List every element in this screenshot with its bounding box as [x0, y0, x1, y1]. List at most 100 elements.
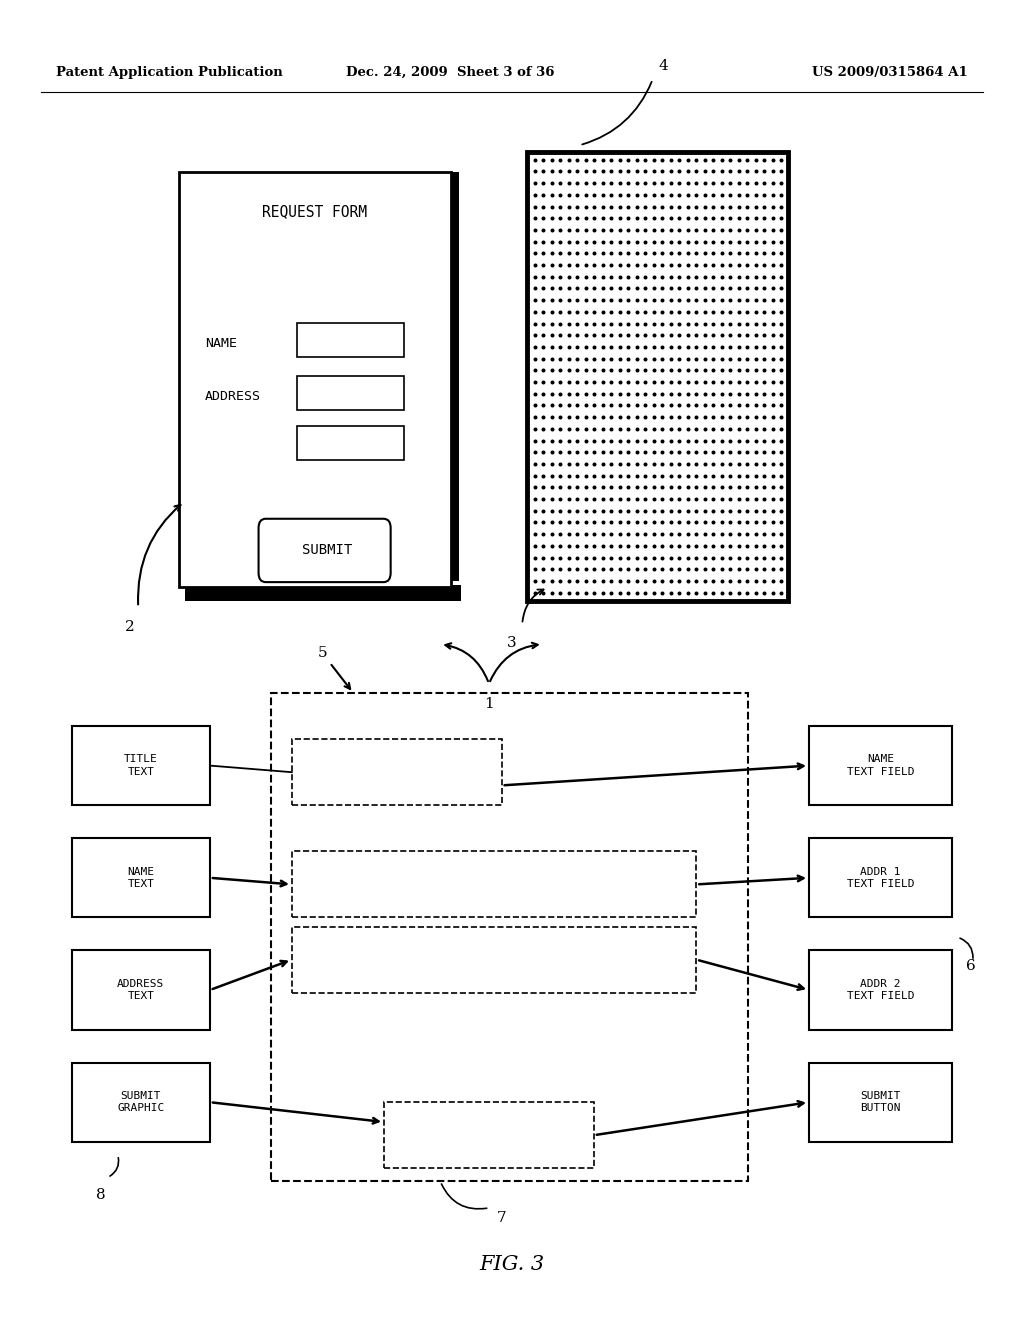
Point	[714, 207, 730, 228]
Point	[611, 279, 628, 300]
Point	[756, 207, 772, 228]
Point	[569, 395, 586, 416]
Point	[544, 325, 560, 346]
Point	[730, 301, 746, 322]
Point	[544, 243, 560, 264]
Point	[620, 582, 636, 603]
Point	[620, 325, 636, 346]
Point	[637, 453, 653, 474]
Point	[620, 500, 636, 521]
Point	[722, 488, 738, 510]
Point	[714, 546, 730, 568]
Point	[645, 442, 662, 463]
Point	[578, 407, 594, 428]
Point	[756, 512, 772, 533]
Point	[730, 173, 746, 194]
Point	[722, 536, 738, 557]
Point	[645, 289, 662, 310]
Point	[645, 407, 662, 428]
Point	[569, 255, 586, 276]
Point	[594, 536, 610, 557]
Point	[730, 185, 746, 206]
Point	[680, 195, 696, 216]
Point	[663, 500, 679, 521]
Point	[654, 477, 671, 498]
Point	[637, 536, 653, 557]
Point	[629, 512, 645, 533]
Point	[569, 279, 586, 300]
Bar	[527, 152, 788, 601]
Point	[696, 383, 713, 404]
Point	[544, 313, 560, 334]
Point	[603, 465, 620, 486]
Point	[637, 195, 653, 216]
Point	[739, 524, 756, 545]
Point	[560, 465, 577, 486]
Point	[620, 546, 636, 568]
Point	[578, 524, 594, 545]
Point	[730, 348, 746, 370]
Point	[629, 231, 645, 252]
Point	[586, 161, 602, 182]
Point	[526, 524, 543, 545]
Point	[680, 407, 696, 428]
Point	[696, 430, 713, 451]
Point	[680, 418, 696, 440]
Point	[637, 325, 653, 346]
Point	[603, 279, 620, 300]
Point	[620, 289, 636, 310]
Point	[620, 383, 636, 404]
Point	[654, 267, 671, 288]
Point	[526, 407, 543, 428]
Point	[663, 279, 679, 300]
Point	[603, 195, 620, 216]
Point	[722, 570, 738, 591]
Point	[688, 524, 705, 545]
Point	[680, 255, 696, 276]
Point	[535, 582, 551, 603]
Bar	[72, 726, 210, 805]
Text: ADDR 1
TEXT FIELD: ADDR 1 TEXT FIELD	[847, 867, 914, 888]
Point	[578, 442, 594, 463]
Point	[739, 570, 756, 591]
Point	[739, 512, 756, 533]
Point	[663, 348, 679, 370]
Point	[680, 512, 696, 533]
Point	[671, 371, 687, 392]
Point	[739, 395, 756, 416]
Point	[663, 453, 679, 474]
Point	[544, 195, 560, 216]
Bar	[72, 1063, 210, 1142]
Point	[696, 512, 713, 533]
Point	[569, 488, 586, 510]
Point	[552, 558, 568, 579]
Point	[603, 149, 620, 170]
Point	[714, 149, 730, 170]
Point	[730, 255, 746, 276]
Point	[696, 301, 713, 322]
Point	[671, 195, 687, 216]
Bar	[292, 927, 696, 993]
Point	[688, 383, 705, 404]
Point	[663, 371, 679, 392]
Point	[544, 337, 560, 358]
Point	[603, 536, 620, 557]
Point	[544, 488, 560, 510]
Point	[680, 279, 696, 300]
Point	[688, 395, 705, 416]
Point	[773, 430, 790, 451]
Point	[671, 313, 687, 334]
Point	[569, 558, 586, 579]
Point	[706, 185, 722, 206]
FancyBboxPatch shape	[258, 519, 391, 582]
Point	[637, 243, 653, 264]
Point	[748, 558, 764, 579]
Point	[611, 289, 628, 310]
Point	[586, 395, 602, 416]
Point	[730, 279, 746, 300]
Point	[671, 255, 687, 276]
Point	[569, 301, 586, 322]
Point	[756, 255, 772, 276]
Point	[671, 512, 687, 533]
Point	[637, 301, 653, 322]
